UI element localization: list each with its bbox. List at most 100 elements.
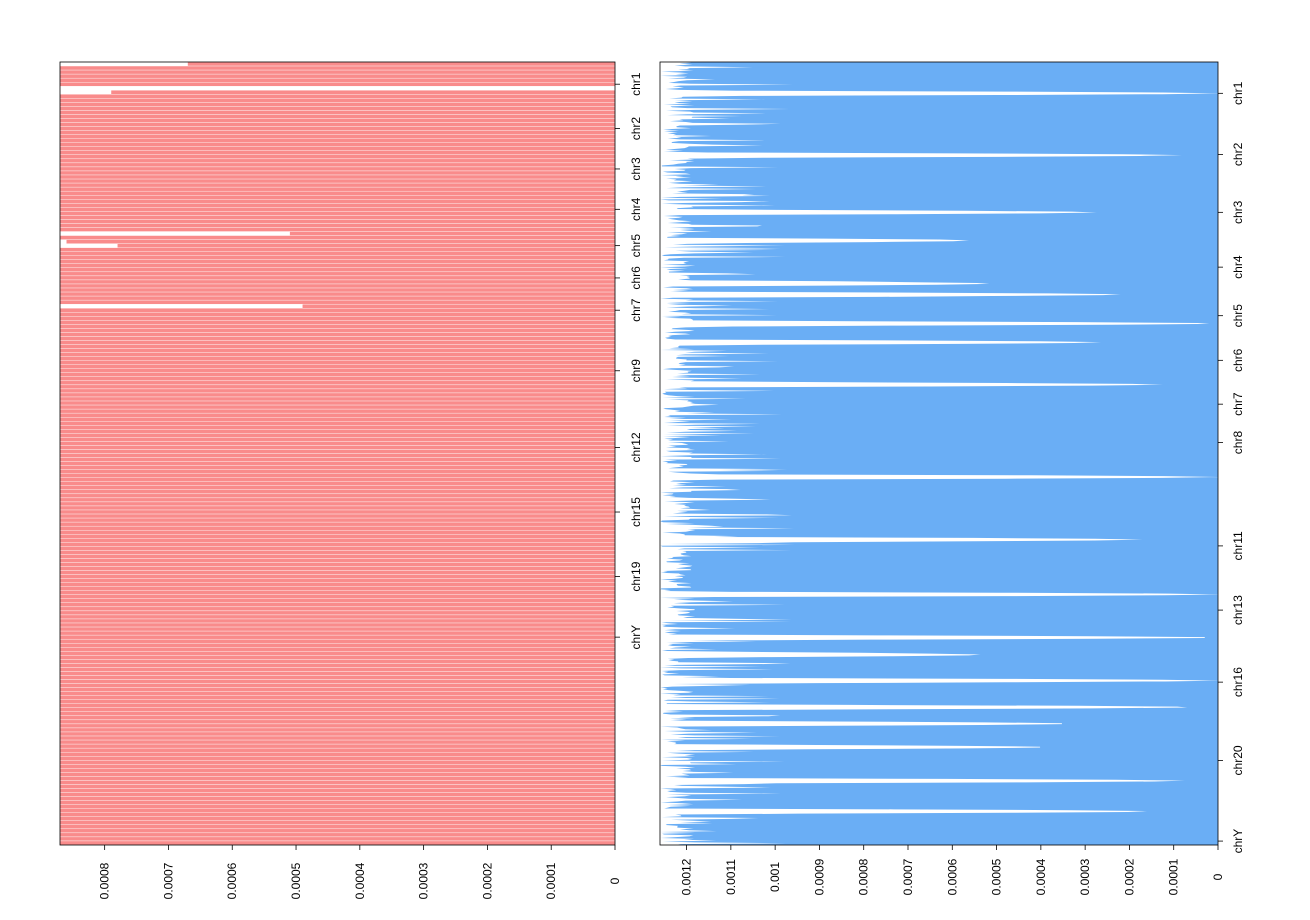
bar	[59, 98, 616, 103]
bar	[59, 126, 616, 131]
bar	[59, 655, 616, 660]
bar	[59, 691, 616, 696]
bar	[302, 303, 616, 309]
bar	[59, 840, 616, 846]
bar	[59, 517, 616, 523]
chromosome-label: chr16	[1231, 667, 1245, 697]
x-tick-label: 0.001	[768, 862, 782, 892]
bar	[59, 477, 616, 482]
bar	[59, 312, 616, 317]
bar	[59, 190, 616, 196]
bar	[59, 747, 616, 753]
bar	[59, 614, 616, 620]
bar	[59, 449, 616, 454]
chromosome-label: chrY	[1231, 829, 1245, 854]
bar	[59, 267, 616, 273]
x-tick-label: 0	[608, 877, 622, 884]
bar	[59, 412, 616, 418]
bar	[59, 715, 616, 721]
bar	[59, 784, 616, 789]
bar	[59, 699, 616, 704]
chromosome-label: chr2	[629, 117, 643, 141]
bar	[59, 461, 616, 466]
bar	[59, 473, 616, 478]
bar	[59, 166, 616, 172]
bar	[59, 320, 616, 325]
bar	[59, 328, 616, 333]
bar	[59, 150, 616, 156]
chromosome-label: chr7	[1231, 392, 1245, 416]
bar	[59, 602, 616, 608]
x-tick-label: 0.0005	[289, 862, 303, 899]
bar	[59, 659, 616, 664]
bar	[59, 542, 616, 547]
bar	[59, 368, 616, 373]
bar	[59, 174, 616, 180]
bar	[59, 94, 616, 99]
bar	[59, 764, 616, 769]
bar	[59, 735, 616, 741]
bar	[59, 82, 616, 87]
bar	[59, 719, 616, 725]
bar	[59, 425, 616, 430]
bar	[59, 768, 616, 773]
bar	[59, 356, 616, 361]
chromosome-label: chr2	[1231, 142, 1245, 166]
bar	[59, 711, 616, 717]
bar	[59, 530, 616, 535]
bar	[59, 788, 616, 793]
bar	[59, 776, 616, 781]
bar	[59, 106, 616, 111]
bar	[59, 796, 616, 801]
bar	[59, 630, 616, 636]
bar	[59, 812, 616, 817]
bar	[59, 134, 616, 139]
bar	[59, 283, 616, 289]
bar	[59, 622, 616, 628]
bar	[59, 521, 616, 527]
bar	[59, 118, 616, 123]
bar	[59, 404, 616, 410]
bar	[59, 723, 616, 729]
x-tick-label: 0.0006	[945, 858, 959, 895]
bar	[59, 352, 616, 357]
bar	[59, 299, 616, 305]
bar	[59, 832, 616, 838]
bar	[59, 485, 616, 490]
bar	[59, 69, 616, 75]
bar	[59, 114, 616, 119]
bar	[59, 437, 616, 442]
bar	[59, 509, 616, 515]
bar	[59, 683, 616, 688]
bar	[59, 525, 616, 531]
bar	[59, 760, 616, 765]
bar	[59, 392, 616, 398]
bar	[59, 433, 616, 438]
bar	[59, 102, 616, 107]
bar	[59, 675, 616, 680]
plot-frame	[659, 61, 1219, 846]
bar	[59, 65, 616, 71]
bar	[59, 203, 616, 208]
bar	[59, 751, 616, 757]
bar	[59, 146, 616, 151]
bar	[59, 255, 616, 260]
plot-frame	[59, 61, 616, 846]
bar	[59, 186, 616, 192]
bar	[59, 457, 616, 462]
bar	[110, 90, 616, 95]
bar	[59, 441, 616, 446]
bar	[59, 73, 616, 79]
x-tick-label: 0.0001	[544, 862, 558, 899]
bar	[59, 606, 616, 612]
bar	[59, 380, 616, 386]
bar	[59, 590, 616, 595]
bar	[59, 505, 616, 511]
bar	[59, 663, 616, 668]
bar	[59, 178, 616, 184]
bar	[59, 235, 616, 240]
bar	[59, 275, 616, 281]
bar	[59, 429, 616, 434]
bar	[59, 182, 616, 188]
bar	[59, 731, 616, 737]
